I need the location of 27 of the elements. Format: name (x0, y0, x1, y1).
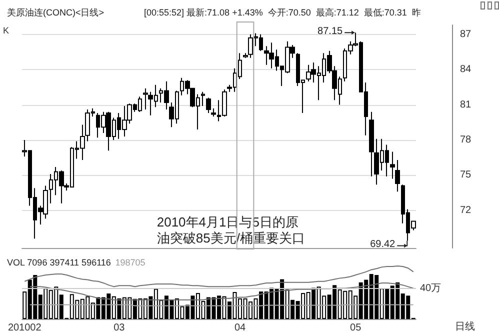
y-tick-label: 78 (460, 134, 472, 146)
candlestick (143, 88, 148, 110)
x-tick-label: 04 (234, 322, 246, 334)
ref-line-label: 40万 (420, 282, 442, 294)
candlestick (211, 108, 216, 118)
candlestick (206, 97, 211, 114)
chart-subtitle: [00:55:52] 最新:71.08 +1.43% 今开:70.50 最高:71.12 最低:70.31 昨 (144, 8, 421, 18)
y-tick-label: 72 (460, 204, 472, 216)
x-tick-label: 05 (350, 322, 362, 334)
annotation: 69.42 (370, 239, 396, 250)
annotation: 87.15 (318, 26, 344, 38)
text: K (3, 26, 10, 36)
text: 日线 (455, 320, 475, 332)
candlestick (390, 151, 395, 180)
candlestick (369, 111, 374, 177)
candlestick (243, 52, 248, 58)
chart-subtitle: 198705 (115, 258, 146, 268)
chart-title: VOL 7096 397411 596116 (7, 258, 111, 268)
chart-title: 美原油连(CONC)<日线> (7, 8, 104, 18)
x-tick-label: 03 (114, 322, 126, 334)
candlestick (395, 159, 400, 192)
y-tick-label: 81 (460, 99, 472, 110)
x-tick-label: 201002 (8, 322, 42, 334)
candlestick (201, 91, 205, 106)
y-tick-label: 75 (460, 170, 472, 181)
y-tick-label: 84 (460, 64, 472, 76)
y-tick-label: 87 (460, 28, 472, 40)
